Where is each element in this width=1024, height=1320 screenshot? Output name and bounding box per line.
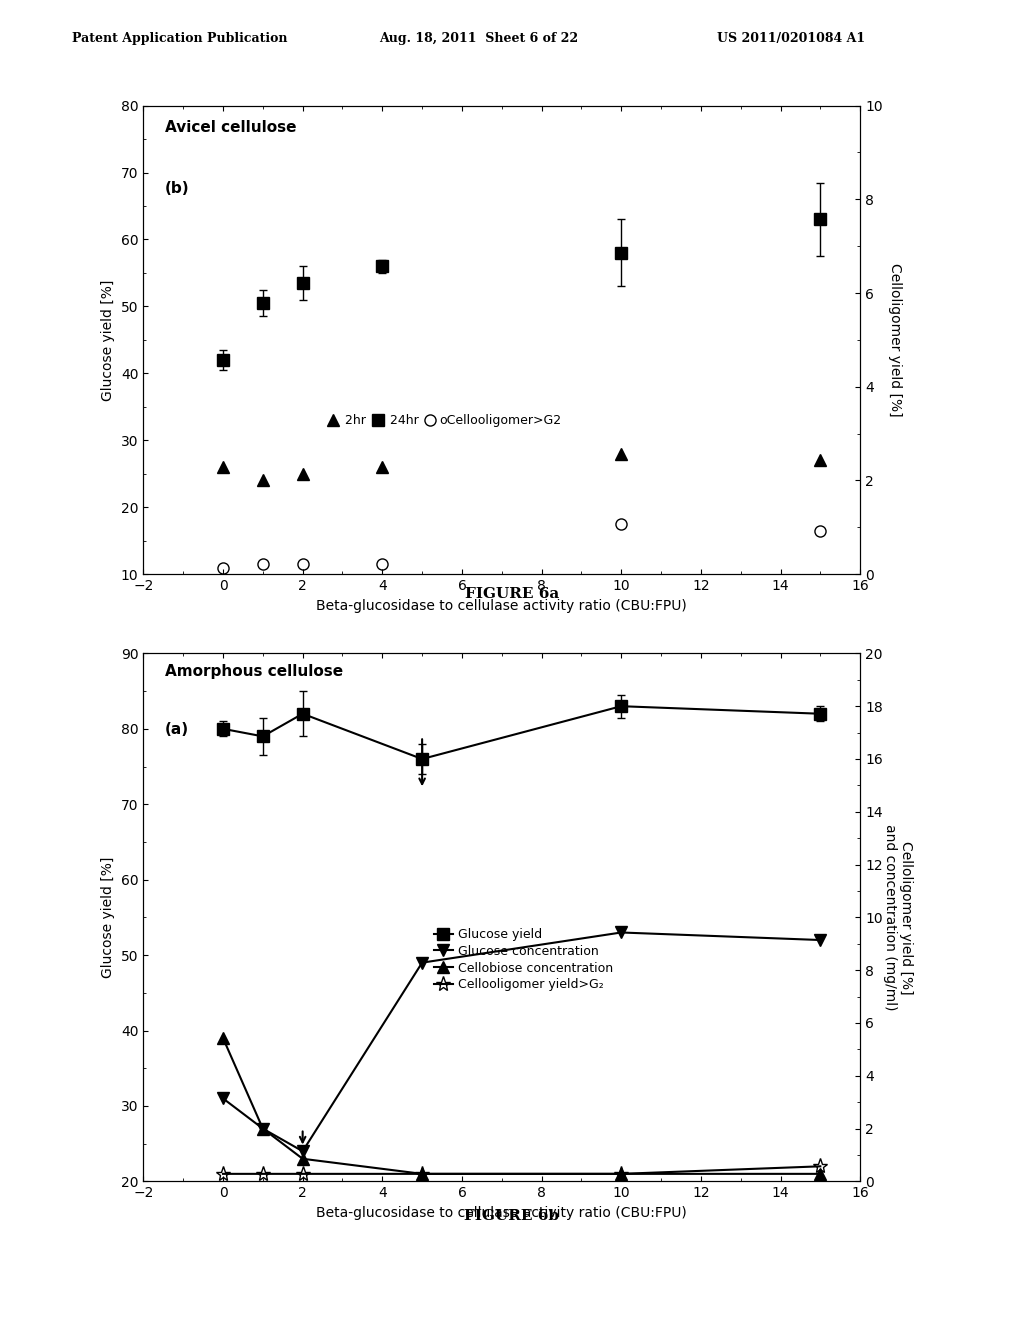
Y-axis label: Glucose yield [%]: Glucose yield [%] [101,857,116,978]
Text: Aug. 18, 2011  Sheet 6 of 22: Aug. 18, 2011 Sheet 6 of 22 [379,32,578,45]
Text: FIGURE 6b: FIGURE 6b [465,1209,559,1222]
X-axis label: Beta-glucosidase to cellulase activity ratio (CBU:FPU): Beta-glucosidase to cellulase activity r… [316,1205,687,1220]
Text: (a): (a) [165,722,189,737]
Text: (b): (b) [165,181,189,195]
Legend:  2hr,  24hr, oCellooligomer>G2: 2hr, 24hr, oCellooligomer>G2 [328,414,561,428]
Y-axis label: Glucose yield [%]: Glucose yield [%] [101,280,116,400]
X-axis label: Beta-glucosidase to cellulase activity ratio (CBU:FPU): Beta-glucosidase to cellulase activity r… [316,598,687,612]
Text: Amorphous cellulose: Amorphous cellulose [165,664,343,678]
Text: FIGURE 6a: FIGURE 6a [465,587,559,601]
Legend: Glucose yield, Glucose concentration, Cellobiose concentration, Cellooligomer yi: Glucose yield, Glucose concentration, Ce… [434,928,612,991]
Y-axis label: Celloligomer yield [%]: Celloligomer yield [%] [888,263,902,417]
Text: Patent Application Publication: Patent Application Publication [72,32,287,45]
Text: US 2011/0201084 A1: US 2011/0201084 A1 [717,32,865,45]
Y-axis label: Celloligomer yield [%]
and concentration (mg/ml): Celloligomer yield [%] and concentration… [883,824,913,1011]
Text: Avicel cellulose: Avicel cellulose [165,120,296,135]
